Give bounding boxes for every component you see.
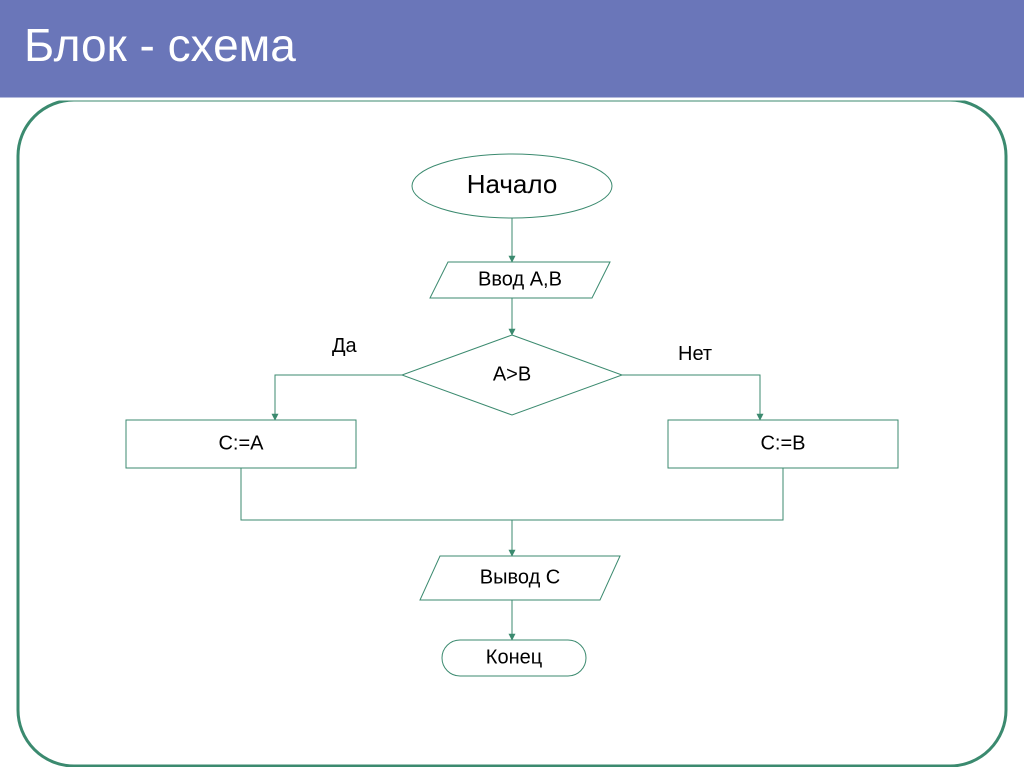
edge-decision-procB xyxy=(622,375,760,420)
svg-text:Конец: Конец xyxy=(486,646,542,668)
edge-procB-output xyxy=(513,468,784,520)
svg-text:Вывод С: Вывод С xyxy=(480,566,560,588)
flowchart: Начало Ввод А,В А>В С:=А С:=В Вывод С Конец Да Н… xyxy=(126,154,898,676)
edge-decision-procA xyxy=(275,375,402,420)
edge-procA-output xyxy=(241,468,512,556)
svg-text:А>В: А>В xyxy=(493,363,531,385)
slide-svg: Начало Ввод А,В А>В С:=А С:=В Вывод С Конец Да Н… xyxy=(0,0,1024,767)
svg-text:С:=А: С:=А xyxy=(218,432,264,454)
svg-text:С:=В: С:=В xyxy=(760,432,805,454)
branch-label-no: Нет xyxy=(678,343,712,365)
svg-text:Начало: Начало xyxy=(467,169,558,199)
branch-label-yes: Да xyxy=(332,335,358,357)
svg-text:Ввод А,В: Ввод А,В xyxy=(478,268,562,290)
